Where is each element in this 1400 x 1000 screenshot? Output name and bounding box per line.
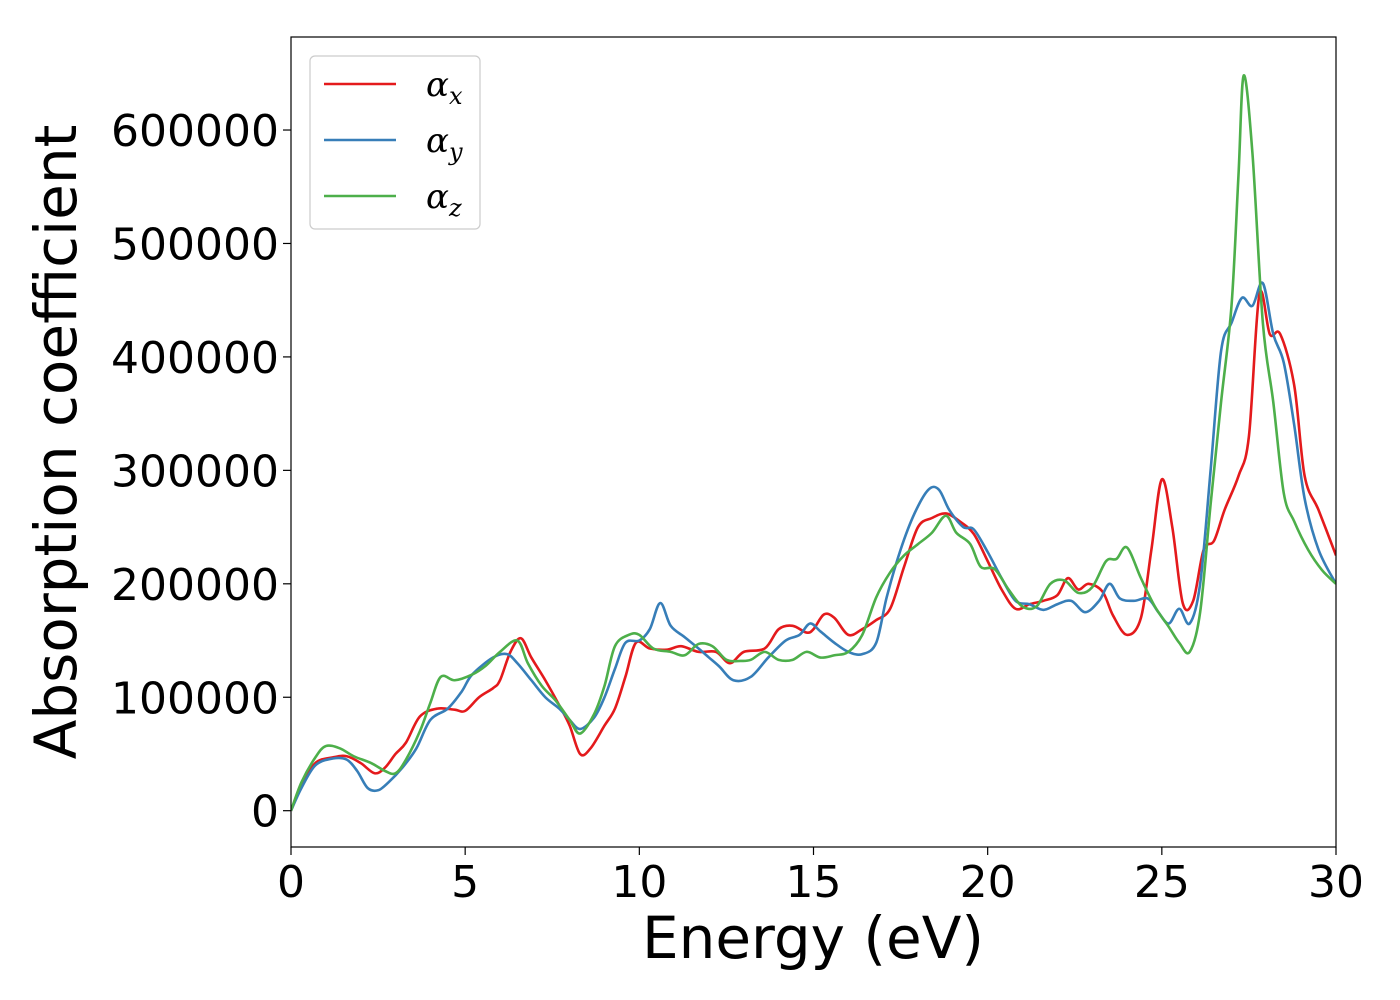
y-tick-label: 300000: [111, 446, 279, 497]
x-tick-label: 0: [277, 857, 305, 908]
y-tick-label: 100000: [111, 673, 279, 724]
y-tick-label: 500000: [111, 219, 279, 270]
x-tick-label: 10: [611, 857, 667, 908]
x-axis-ticks: 0 5 10 15 20 25 30: [277, 847, 1364, 908]
y-axis-title: Absorption coefficient: [22, 125, 90, 760]
legend-label-x: αx: [426, 65, 463, 110]
legend-label-y: αy: [426, 121, 463, 166]
x-tick-label: 25: [1134, 857, 1190, 908]
series-line-z: [291, 74, 1336, 812]
x-tick-label: 20: [960, 857, 1016, 908]
x-tick-label: 5: [451, 857, 479, 908]
x-axis-title: Energy (eV): [642, 904, 984, 972]
legend-box: [309, 55, 481, 230]
x-tick-label: 30: [1308, 857, 1364, 908]
y-tick-label: 200000: [111, 560, 279, 611]
legend-label-z: αz: [426, 177, 462, 222]
legend: αx αy αz: [309, 55, 481, 230]
y-tick-label: 0: [251, 787, 279, 838]
y-tick-label: 600000: [111, 106, 279, 157]
series-layer: [291, 74, 1336, 812]
x-tick-label: 15: [786, 857, 842, 908]
y-axis-ticks: 0 100000 200000 300000 400000 500000 600000: [111, 106, 291, 838]
y-tick-label: 400000: [111, 333, 279, 384]
series-line-x: [291, 289, 1336, 812]
